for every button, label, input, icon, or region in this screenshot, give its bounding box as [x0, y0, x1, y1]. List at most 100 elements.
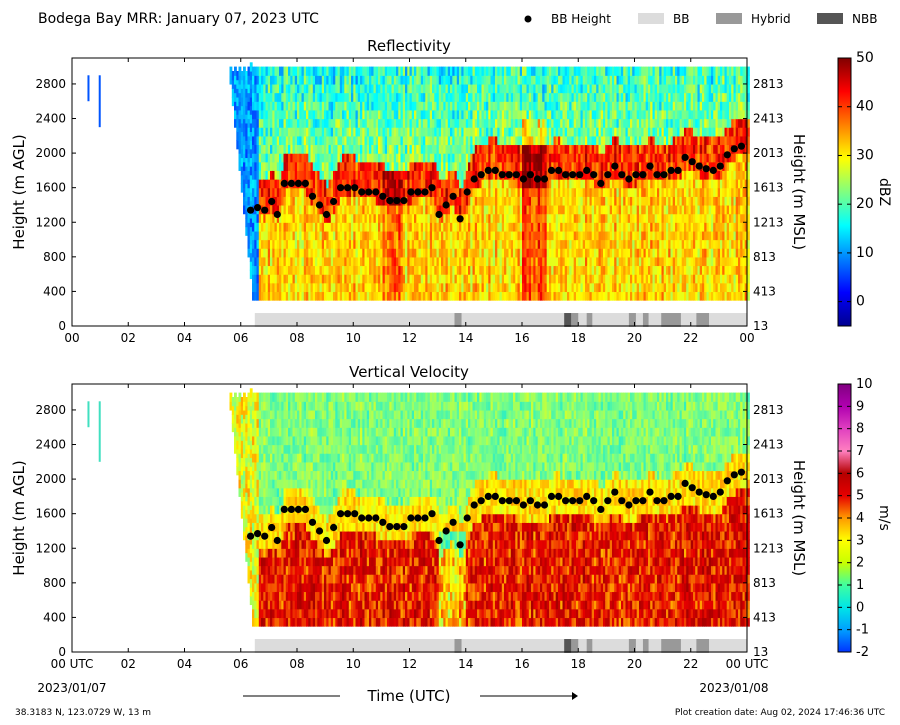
- field-cell: [524, 161, 528, 171]
- field-cell: [479, 179, 483, 189]
- field-cell: [308, 127, 312, 137]
- field-cell: [252, 187, 255, 197]
- field-cell: [571, 109, 575, 120]
- field-cell: [330, 179, 334, 189]
- field-cell: [351, 127, 354, 137]
- field-cell: [526, 101, 530, 111]
- field-cell: [366, 153, 370, 163]
- field-cell: [470, 144, 474, 154]
- field-cell: [335, 75, 339, 85]
- field-cell: [560, 256, 564, 267]
- field-cell: [515, 187, 519, 197]
- field-cell: [344, 109, 348, 120]
- field-cell: [450, 239, 453, 249]
- field-cell: [279, 291, 282, 301]
- field-cell: [528, 153, 532, 163]
- field-cell: [321, 274, 325, 284]
- field-cell: [436, 83, 440, 94]
- field-cell: [292, 109, 296, 120]
- field-cell: [366, 196, 370, 206]
- field-cell: [337, 161, 341, 171]
- field-cell: [479, 274, 483, 284]
- field-cell: [452, 196, 456, 206]
- field-cell: [283, 144, 287, 154]
- field-cell: [432, 196, 435, 206]
- field-cell: [546, 66, 550, 76]
- field-cell: [515, 222, 519, 232]
- field-cell: [434, 291, 438, 301]
- field-cell: [483, 109, 487, 120]
- field-cell: [443, 153, 447, 163]
- field-cell: [582, 196, 586, 206]
- field-cell: [544, 230, 548, 241]
- field-cell: [522, 83, 525, 94]
- field-cell: [495, 239, 498, 249]
- field-cell: [247, 179, 251, 189]
- field-cell: [598, 196, 602, 206]
- field-cell: [258, 170, 262, 180]
- field-cell: [254, 256, 258, 267]
- field-cell: [537, 291, 541, 301]
- field-cell: [558, 135, 561, 146]
- field-cell: [558, 256, 561, 267]
- field-cell: [339, 282, 343, 293]
- field-cell: [510, 118, 514, 128]
- field-cell: [279, 239, 282, 249]
- field-cell: [510, 256, 514, 267]
- field-cell: [360, 196, 363, 206]
- field-cell: [540, 282, 543, 293]
- field-cell: [441, 248, 444, 258]
- field-cell: [465, 66, 469, 76]
- field-cell: [283, 196, 287, 206]
- field-cell: [551, 170, 555, 180]
- field-cell: [578, 205, 582, 215]
- field-cell: [477, 127, 480, 137]
- field-cell: [389, 144, 393, 154]
- field-cell: [589, 135, 593, 146]
- field-cell: [267, 109, 271, 120]
- field-cell: [366, 92, 370, 102]
- field-cell: [436, 153, 440, 163]
- field-cell: [576, 256, 579, 267]
- field-cell: [463, 109, 467, 120]
- field-cell: [443, 161, 447, 171]
- field-cell: [420, 239, 424, 249]
- field-cell: [355, 66, 359, 76]
- field-cell: [470, 66, 474, 76]
- field-cell: [535, 92, 539, 102]
- field-cell: [402, 170, 406, 180]
- field-cell: [454, 291, 458, 301]
- field-cell: [432, 83, 435, 94]
- field-cell: [600, 187, 604, 197]
- field-cell: [445, 101, 449, 111]
- field-cell: [290, 127, 294, 137]
- field-cell: [591, 153, 595, 163]
- field-cell: [585, 135, 588, 146]
- field-cell: [285, 248, 289, 258]
- field-cell: [549, 109, 552, 120]
- field-cell: [441, 66, 444, 76]
- field-cell: [409, 83, 413, 94]
- field-cell: [288, 239, 291, 249]
- field-cell: [461, 66, 465, 76]
- field-cell: [263, 109, 267, 120]
- field-cell: [427, 282, 431, 293]
- field-cell: [400, 144, 404, 154]
- field-cell: [526, 239, 530, 249]
- field-cell: [362, 265, 366, 275]
- field-cell: [344, 274, 348, 284]
- field-cell: [256, 239, 260, 249]
- field-cell: [576, 196, 579, 206]
- field-cell: [519, 153, 523, 163]
- field-cell: [405, 187, 408, 197]
- field-cell: [479, 248, 483, 258]
- field-cell: [441, 109, 444, 120]
- field-cell: [317, 256, 321, 267]
- field-cell: [281, 274, 285, 284]
- field-cell: [589, 196, 593, 206]
- field-cell: [540, 274, 543, 284]
- field-cell: [571, 161, 575, 171]
- field-cell: [335, 66, 339, 76]
- field-cell: [391, 161, 395, 171]
- field-cell: [515, 101, 519, 111]
